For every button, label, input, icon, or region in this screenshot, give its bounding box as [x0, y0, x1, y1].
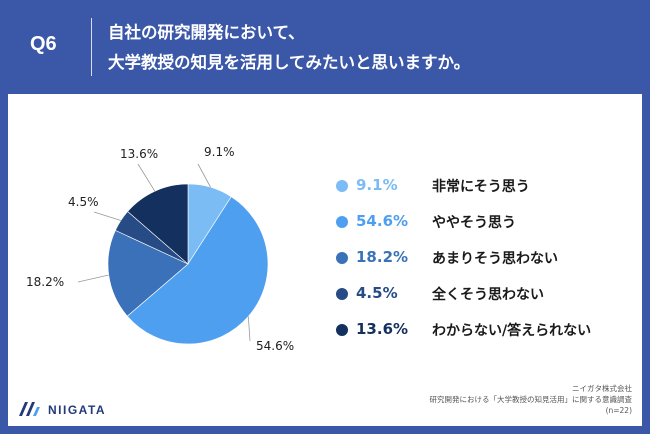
question-title-line2: 大学教授の知見を活用してみたいと思いますか。	[108, 53, 471, 72]
pie-slice-3	[107, 229, 189, 317]
legend-percent-5: 13.6%	[356, 320, 409, 338]
legend-percent-2: 54.6%	[356, 212, 409, 230]
question-title-line1: 自社の研究開発において、	[108, 23, 305, 42]
credit-company: ニイガタ株式会社	[572, 384, 632, 393]
leader-line-1	[197, 163, 211, 188]
question-title: 自社の研究開発において、 大学教授の知見を活用してみたいと思いますか。	[108, 18, 470, 78]
legend-dot-1	[336, 180, 348, 192]
slice-label-1: 9.1%	[204, 145, 235, 159]
header-divider	[91, 18, 92, 76]
legend-label-4: 全くそう思わない	[432, 287, 544, 303]
legend-percent-3: 18.2%	[356, 248, 409, 266]
niigata-logo-icon	[19, 402, 40, 416]
legend-dot-2	[336, 216, 348, 228]
legend-label-5: わからない/答えられない	[432, 323, 592, 339]
slice-label-3: 18.2%	[26, 275, 64, 289]
pie-slice-2	[126, 196, 269, 345]
pie-chart: 9.1% 54.6% 18.2% 4.5% 13.6%	[26, 145, 294, 353]
credit-sample-size: (n=22)	[605, 406, 632, 415]
legend-percent-4: 4.5%	[356, 284, 398, 302]
slice-label-5: 13.6%	[120, 147, 158, 161]
legend-label-2: ややそう思う	[432, 215, 516, 231]
leader-line-3	[77, 274, 109, 283]
legend-percent-1: 9.1%	[356, 176, 398, 194]
chart-panel: 9.1% 54.6% 18.2% 4.5% 13.6% 9.1% 非常にそう思う 54.6%…	[8, 94, 642, 426]
credit-survey: 研究開発における「大学教授の知見活用」に関する意識調査	[429, 395, 633, 404]
legend-label-1: 非常にそう思う	[432, 179, 530, 195]
legend-dot-3	[336, 252, 348, 264]
pie-slice-5	[127, 183, 189, 265]
slice-label-2: 54.6%	[256, 339, 294, 353]
legend-dot-5	[336, 324, 348, 336]
leader-line-2	[247, 316, 251, 342]
credit: ニイガタ株式会社 研究開発における「大学教授の知見活用」に関する意識調査 (n=…	[430, 383, 633, 416]
slice-label-4: 4.5%	[68, 195, 99, 209]
question-number: Q6	[30, 33, 57, 55]
leader-line-5	[137, 163, 156, 192]
leader-line-4	[93, 211, 121, 221]
legend-dot-4	[336, 288, 348, 300]
legend-label-3: あまりそう思わない	[432, 251, 558, 267]
logo-text: NIIGATA	[48, 403, 107, 417]
